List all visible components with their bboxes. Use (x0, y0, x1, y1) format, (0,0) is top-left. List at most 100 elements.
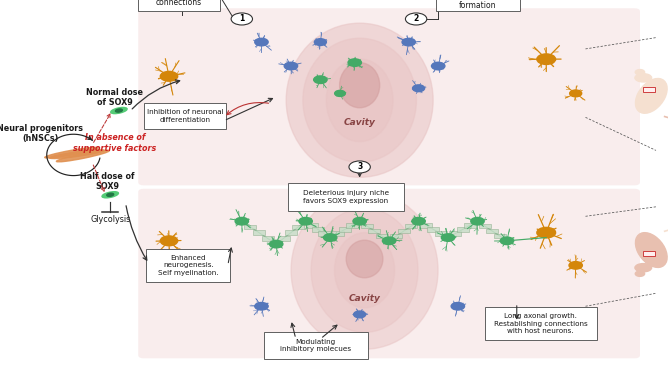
Text: 1: 1 (239, 15, 244, 23)
Ellipse shape (56, 150, 110, 162)
FancyBboxPatch shape (285, 230, 297, 235)
Ellipse shape (635, 264, 652, 272)
Circle shape (160, 71, 178, 81)
FancyBboxPatch shape (262, 236, 274, 241)
Ellipse shape (339, 63, 379, 108)
Circle shape (471, 217, 484, 225)
FancyBboxPatch shape (244, 225, 257, 229)
Ellipse shape (107, 193, 114, 196)
Ellipse shape (45, 147, 98, 158)
FancyBboxPatch shape (339, 227, 351, 232)
FancyBboxPatch shape (346, 223, 358, 227)
Text: Neural progenitors
(hNSCs): Neural progenitors (hNSCs) (0, 124, 83, 143)
FancyBboxPatch shape (479, 224, 491, 228)
FancyBboxPatch shape (643, 251, 655, 256)
Ellipse shape (111, 108, 127, 114)
Ellipse shape (326, 59, 393, 142)
Ellipse shape (635, 79, 667, 113)
Circle shape (235, 217, 248, 225)
Circle shape (382, 237, 395, 244)
FancyBboxPatch shape (494, 233, 506, 238)
Text: Deleterious injury niche
favors SOX9 expression: Deleterious injury niche favors SOX9 exp… (303, 191, 389, 204)
FancyBboxPatch shape (312, 227, 324, 232)
FancyBboxPatch shape (368, 229, 380, 233)
Circle shape (412, 217, 426, 225)
FancyBboxPatch shape (435, 231, 447, 236)
Text: Glycolysis: Glycolysis (90, 215, 130, 224)
Circle shape (160, 236, 178, 246)
Circle shape (353, 311, 365, 318)
Ellipse shape (102, 192, 118, 198)
Text: Half dose of
SOX9: Half dose of SOX9 (79, 171, 134, 191)
Circle shape (432, 62, 445, 70)
Text: Modulating
inhibitory molecues: Modulating inhibitory molecues (281, 339, 351, 352)
Text: Enhanced
neurogenesis.
Self myelination.: Enhanced neurogenesis. Self myelination. (158, 255, 218, 276)
FancyBboxPatch shape (420, 223, 432, 227)
FancyBboxPatch shape (138, 8, 640, 185)
Circle shape (569, 262, 582, 269)
Ellipse shape (49, 150, 104, 159)
Text: Cavity: Cavity (349, 294, 381, 303)
Text: Inhibition of neuronal
differentiation: Inhibition of neuronal differentiation (147, 109, 224, 123)
Ellipse shape (635, 74, 652, 82)
Circle shape (323, 234, 337, 241)
Circle shape (255, 302, 268, 310)
Circle shape (349, 161, 370, 173)
FancyBboxPatch shape (264, 332, 368, 359)
Circle shape (231, 13, 253, 25)
Circle shape (635, 271, 645, 276)
FancyBboxPatch shape (428, 227, 440, 232)
Text: Favors
astrocytic scar
formation: Favors astrocytic scar formation (450, 0, 506, 9)
FancyBboxPatch shape (486, 229, 498, 233)
Circle shape (451, 302, 464, 310)
Circle shape (269, 240, 283, 248)
FancyBboxPatch shape (436, 0, 520, 11)
FancyBboxPatch shape (331, 231, 343, 236)
FancyBboxPatch shape (144, 103, 226, 129)
FancyBboxPatch shape (253, 230, 265, 235)
Ellipse shape (335, 233, 395, 308)
FancyBboxPatch shape (464, 223, 476, 227)
Text: In absence of
supportive factors: In absence of supportive factors (73, 133, 156, 153)
FancyBboxPatch shape (391, 233, 403, 238)
Circle shape (299, 217, 313, 225)
Ellipse shape (291, 191, 438, 349)
Circle shape (405, 13, 427, 25)
Circle shape (635, 70, 645, 75)
Ellipse shape (303, 38, 416, 162)
FancyBboxPatch shape (318, 231, 330, 236)
Circle shape (335, 90, 345, 96)
Circle shape (285, 62, 298, 70)
FancyBboxPatch shape (289, 183, 404, 211)
Circle shape (402, 38, 415, 46)
Circle shape (255, 38, 268, 46)
Circle shape (442, 234, 455, 241)
FancyBboxPatch shape (277, 236, 289, 241)
FancyBboxPatch shape (450, 231, 462, 236)
Circle shape (500, 237, 514, 244)
FancyBboxPatch shape (138, 189, 640, 358)
FancyBboxPatch shape (306, 223, 318, 227)
FancyBboxPatch shape (485, 307, 597, 341)
Text: 2: 2 (413, 15, 419, 23)
FancyBboxPatch shape (643, 87, 655, 92)
Circle shape (353, 217, 366, 225)
Circle shape (570, 90, 582, 97)
Circle shape (315, 39, 327, 45)
FancyBboxPatch shape (398, 229, 410, 233)
Ellipse shape (311, 208, 418, 332)
FancyBboxPatch shape (375, 233, 387, 238)
FancyBboxPatch shape (293, 225, 305, 229)
Text: Cavity: Cavity (344, 118, 375, 127)
Circle shape (348, 59, 361, 66)
Circle shape (314, 76, 327, 83)
Circle shape (413, 85, 425, 92)
Ellipse shape (635, 233, 667, 267)
Text: Normal dose
of SOX9: Normal dose of SOX9 (86, 88, 144, 108)
Text: Damaged nerve
connections: Damaged nerve connections (148, 0, 209, 7)
Circle shape (537, 227, 556, 238)
Circle shape (537, 54, 556, 64)
Ellipse shape (346, 240, 383, 278)
FancyBboxPatch shape (146, 249, 230, 282)
Text: Long axonal growth.
Restablishing connections
with host neurons.: Long axonal growth. Restablishing connec… (494, 313, 588, 334)
